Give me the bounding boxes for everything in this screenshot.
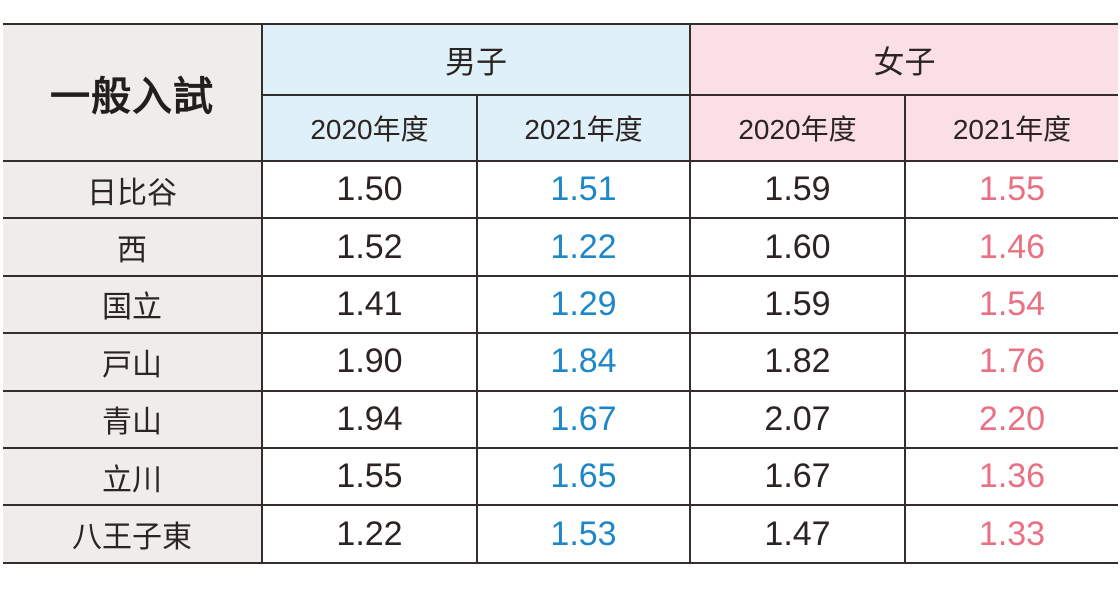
boys-2021-value: 1.29 (477, 275, 691, 335)
table-row: 戸山 1.90 1.84 1.82 1.76 (3, 333, 1118, 392)
table-row: 青山 1.94 1.67 2.07 2.20 (3, 390, 1118, 449)
boys-2020-header: 2020年度 (262, 95, 478, 162)
table-row: 国立 1.41 1.29 1.59 1.54 (3, 275, 1118, 335)
boys-group-header: 男子 (262, 24, 691, 96)
school-name: 日比谷 (3, 161, 263, 220)
girls-2021-value: 1.54 (905, 275, 1118, 335)
girls-2020-value: 1.82 (690, 333, 906, 392)
girls-2020-header: 2020年度 (690, 95, 906, 162)
girls-2020-value: 1.59 (690, 161, 906, 220)
boys-2021-value: 1.67 (477, 390, 691, 449)
boys-2021-value: 1.22 (477, 218, 691, 277)
school-name: 青山 (3, 390, 263, 449)
school-name: 国立 (3, 275, 263, 335)
girls-2020-value: 1.67 (690, 447, 906, 507)
boys-2020-value: 1.22 (262, 505, 478, 564)
girls-2020-value: 1.47 (690, 505, 906, 564)
admission-ratio-table: 一般入試 男子 女子 2020年度 2021年度 2020年度 2021年度 日… (3, 23, 1118, 564)
girls-2021-value: 2.20 (905, 390, 1118, 449)
boys-2020-value: 1.55 (262, 447, 478, 507)
boys-2020-value: 1.52 (262, 218, 478, 277)
girls-2021-value: 1.55 (905, 161, 1118, 220)
girls-2021-value: 1.46 (905, 218, 1118, 277)
table-row: 立川 1.55 1.65 1.67 1.36 (3, 447, 1118, 507)
table-body: 日比谷 1.50 1.51 1.59 1.55 西 1.52 1.22 1.60 1.46 国立 1.… (3, 161, 1118, 564)
girls-2020-value: 1.59 (690, 275, 906, 335)
girls-2021-value: 1.33 (905, 505, 1118, 564)
table-row: 日比谷 1.50 1.51 1.59 1.55 (3, 161, 1118, 220)
boys-2021-value: 1.84 (477, 333, 691, 392)
school-name: 西 (3, 218, 263, 277)
table-title-cell: 一般入試 (3, 24, 263, 162)
girls-2020-value: 1.60 (690, 218, 906, 277)
school-name: 立川 (3, 447, 263, 507)
girls-group-header: 女子 (690, 24, 1118, 96)
boys-2021-value: 1.51 (477, 161, 691, 220)
group-header-row: 一般入試 男子 女子 (3, 24, 1118, 162)
table-row: 西 1.52 1.22 1.60 1.46 (3, 218, 1118, 277)
boys-2021-header: 2021年度 (477, 95, 691, 162)
girls-2021-header: 2021年度 (905, 95, 1118, 162)
boys-2021-value: 1.53 (477, 505, 691, 564)
boys-2020-value: 1.90 (262, 333, 478, 392)
year-header-row: 2020年度 2021年度 2020年度 2021年度 (3, 95, 1118, 162)
admission-ratio-table-container: 一般入試 男子 女子 2020年度 2021年度 2020年度 2021年度 日… (3, 23, 1118, 564)
girls-2020-value: 2.07 (690, 390, 906, 449)
boys-2020-value: 1.41 (262, 275, 478, 335)
boys-2020-value: 1.94 (262, 390, 478, 449)
girls-2021-value: 1.76 (905, 333, 1118, 392)
girls-2021-value: 1.36 (905, 447, 1118, 507)
school-name: 戸山 (3, 333, 263, 392)
school-name: 八王子東 (3, 505, 263, 564)
boys-2021-value: 1.65 (477, 447, 691, 507)
table-row: 八王子東 1.22 1.53 1.47 1.33 (3, 505, 1118, 564)
boys-2020-value: 1.50 (262, 161, 478, 220)
